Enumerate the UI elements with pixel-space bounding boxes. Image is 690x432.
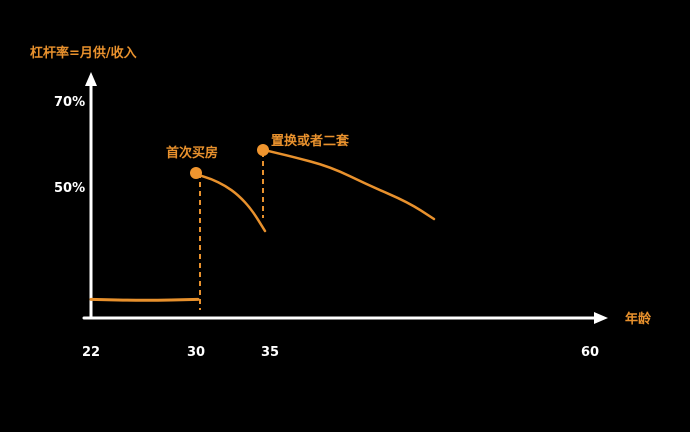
- marker-upgrade: [257, 144, 269, 156]
- y-axis-arrow: [85, 72, 97, 86]
- series-line-2: [196, 173, 267, 233]
- y-tick-label-70: 70%: [54, 95, 85, 110]
- x-tick-label-60: 60: [581, 345, 599, 360]
- annotation-upgrade: 置换或者二套: [271, 133, 350, 149]
- x-tick-label-30: 30: [187, 345, 205, 360]
- x-axis-label: 年龄: [625, 311, 652, 327]
- x-axis-arrow: [594, 312, 608, 324]
- series-layer: [89, 148, 436, 302]
- y-tick-label-50: 50%: [54, 181, 85, 196]
- x-tick-label-35: 35: [261, 345, 279, 360]
- x-tick-label-22: 22: [82, 345, 100, 360]
- marker-first-purchase: [190, 167, 202, 179]
- annotation-first-purchase: 首次买房: [166, 145, 218, 161]
- y-axis-label: 杠杆率=月供/收入: [30, 45, 137, 61]
- series-line-3: [263, 148, 436, 221]
- series-line-1: [89, 297, 200, 302]
